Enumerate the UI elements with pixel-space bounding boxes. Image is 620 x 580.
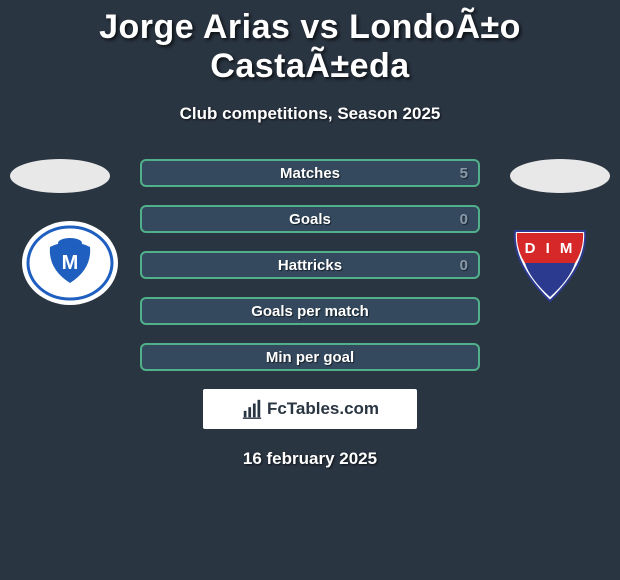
stats-list: Matches 5 Goals 0 Hattricks 0 Goals per …: [140, 159, 480, 371]
stat-right-value: 0: [460, 211, 468, 228]
comparison-content: M D I M Matches 5 Goals 0 Hattricks 0: [0, 159, 620, 469]
club-crest-right: D I M: [500, 219, 600, 307]
comparison-date: 16 february 2025: [0, 449, 620, 469]
svg-text:D I M: D I M: [525, 240, 576, 257]
bar-chart-icon: [241, 398, 263, 420]
stat-label: Matches: [280, 165, 340, 182]
stat-label: Min per goal: [266, 349, 354, 366]
stat-row: Goals per match: [140, 297, 480, 325]
competition-subtitle: Club competitions, Season 2025: [0, 104, 620, 124]
branding-text: FcTables.com: [267, 399, 379, 419]
svg-text:M: M: [62, 252, 79, 274]
stat-row: Min per goal: [140, 343, 480, 371]
stat-right-value: 5: [460, 165, 468, 182]
comparison-title: Jorge Arias vs LondoÃ±o CastaÃ±eda: [0, 0, 620, 86]
stat-label: Goals: [289, 211, 331, 228]
club-crest-left: M: [20, 219, 120, 307]
stat-row: Goals 0: [140, 205, 480, 233]
stat-label: Hattricks: [278, 257, 342, 274]
player-avatar-right: [510, 159, 610, 193]
player-avatar-left: [10, 159, 110, 193]
stat-row: Matches 5: [140, 159, 480, 187]
stat-right-value: 0: [460, 257, 468, 274]
stat-row: Hattricks 0: [140, 251, 480, 279]
branding-box: FcTables.com: [203, 389, 417, 429]
stat-label: Goals per match: [251, 303, 369, 320]
